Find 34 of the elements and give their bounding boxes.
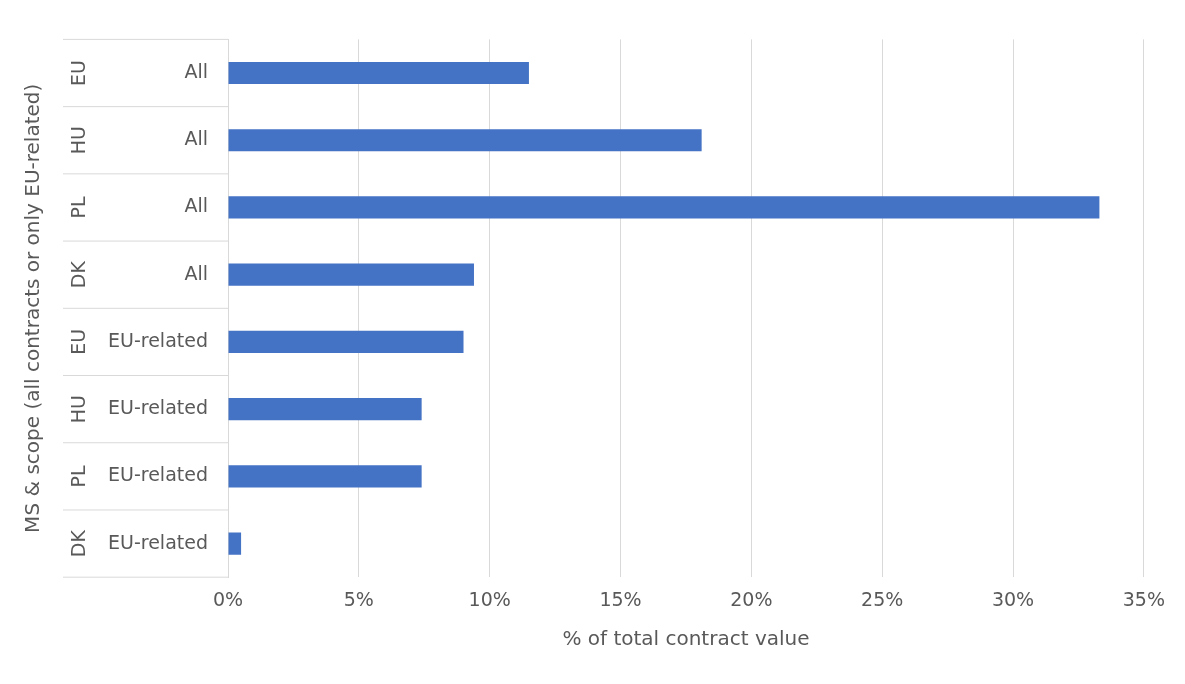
x-tick-label: 0% bbox=[212, 587, 244, 610]
bar bbox=[228, 330, 464, 354]
bar bbox=[228, 263, 474, 286]
bar bbox=[228, 129, 702, 152]
bar bbox=[228, 61, 529, 85]
text: HU bbox=[66, 126, 89, 155]
x-tick-label: 25% bbox=[861, 587, 904, 610]
y-tick-label: All bbox=[184, 194, 208, 217]
bar bbox=[228, 532, 242, 555]
x-tick-label: 10% bbox=[468, 587, 511, 610]
text: EU bbox=[66, 60, 89, 86]
bar bbox=[228, 465, 422, 488]
y-axis-title: MS & scope (all contracts or only EU-related) bbox=[20, 83, 45, 533]
y-tick-label: All bbox=[184, 127, 208, 150]
y-tick-label: EU-related bbox=[108, 396, 208, 419]
text: PL bbox=[66, 196, 89, 219]
y-tick-label: EU-related bbox=[108, 530, 208, 553]
x-axis-title: % of total contract value bbox=[562, 626, 810, 651]
x-tick-label: 5% bbox=[343, 587, 374, 610]
x-tick-label: 35% bbox=[1122, 587, 1165, 610]
bar bbox=[228, 196, 1100, 219]
x-tick-label: 15% bbox=[599, 587, 642, 610]
text: DK bbox=[66, 260, 89, 289]
text: HU bbox=[66, 395, 89, 424]
y-tick-label: EU-related bbox=[108, 463, 208, 486]
y-tick-label: All bbox=[184, 261, 208, 284]
text: EU bbox=[66, 328, 89, 355]
x-tick-label: 20% bbox=[730, 587, 773, 610]
y-tick-label: EU-related bbox=[108, 328, 208, 351]
x-tick-label: 30% bbox=[991, 587, 1035, 610]
bar bbox=[228, 398, 422, 421]
y-tick-label: All bbox=[184, 59, 208, 82]
text: DK bbox=[66, 529, 89, 558]
text: PL bbox=[66, 464, 89, 488]
